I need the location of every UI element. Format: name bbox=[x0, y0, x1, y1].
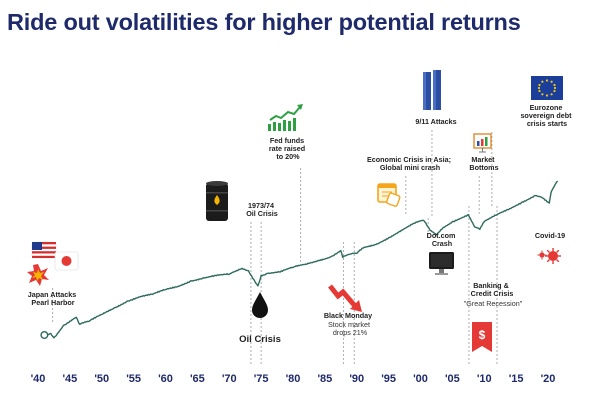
x-tick-label: '55 bbox=[126, 373, 141, 385]
annotation-dotcom-line-2: Crash bbox=[432, 239, 452, 248]
annotation-eurozone: Eurozone sovereign debt crisis starts bbox=[520, 103, 573, 128]
eu-flag-icon bbox=[531, 76, 563, 100]
x-tick-label: '10 bbox=[477, 373, 492, 385]
annotation-pearl-harbor-line-2: Pearl Harbor bbox=[31, 298, 74, 307]
annotation-banking: Banking & Credit Crisis bbox=[471, 281, 514, 298]
annotation-asia-crisis-line-2: Global mini crash bbox=[380, 163, 440, 172]
x-axis-ticks: '40 '45 '50 '55 '60 '65 '70 '75 '80 '85 '90 '95 '00 '… bbox=[31, 373, 556, 385]
annotation-banking-sub: "Great Recession" bbox=[464, 299, 523, 308]
calendar-icon bbox=[377, 183, 401, 207]
annotation-market-bottoms-line-2: Bottoms bbox=[469, 163, 498, 172]
annotation-eurozone-line-3: crisis starts bbox=[527, 119, 567, 128]
x-tick-label: '50 bbox=[94, 373, 109, 385]
annotation-pearl-harbor-line-1: Japan Attacks bbox=[28, 290, 76, 299]
annotation-asia-crisis-line-1: Economic Crisis in Asia; bbox=[367, 155, 451, 164]
annotation-dotcom-line-1: Dot.com bbox=[427, 231, 456, 240]
x-tick-label: '40 bbox=[31, 373, 46, 385]
annotation-oil-crisis-line-2: Oil Crisis bbox=[246, 209, 278, 218]
annotation-black-monday-title: Black Monday bbox=[324, 311, 372, 320]
x-tick-label: '85 bbox=[317, 373, 332, 385]
twin-towers-icon bbox=[423, 70, 441, 110]
annotation-fed-funds-line-1: Fed funds bbox=[270, 136, 304, 145]
usa-flag-icon bbox=[31, 241, 57, 259]
annotation-oil-crisis-line-1: 1973/74 bbox=[248, 201, 274, 210]
annotation-dotcom: Dot.com Crash bbox=[427, 231, 458, 248]
annotation-oil-crisis: 1973/74 Oil Crisis bbox=[246, 201, 278, 218]
x-tick-label: '60 bbox=[158, 373, 173, 385]
annotation-eurozone-line-1: Eurozone bbox=[530, 103, 563, 112]
x-tick-label: '90 bbox=[349, 373, 364, 385]
annotation-black-monday-line-1: Stock market bbox=[328, 320, 370, 329]
explosion-icon bbox=[27, 264, 49, 286]
chart-board-icon bbox=[473, 133, 492, 153]
x-tick-label: '65 bbox=[190, 373, 205, 385]
annotation-asia-crisis: Economic Crisis in Asia; Global mini cra… bbox=[367, 155, 453, 172]
annotation-black-monday-line-2: drops 21% bbox=[333, 328, 368, 337]
x-tick-label: '80 bbox=[286, 373, 301, 385]
x-tick-label: '15 bbox=[509, 373, 524, 385]
annotation-fed-funds-line-3: to 20% bbox=[276, 152, 300, 161]
x-tick-label: '75 bbox=[254, 373, 269, 385]
virus-icon bbox=[545, 248, 561, 264]
dollar-banner-icon: $ bbox=[472, 322, 492, 352]
annotation-nine-eleven: 9/11 Attacks bbox=[415, 117, 456, 126]
annotation-market-bottoms-line-1: Market bbox=[471, 155, 495, 164]
annotation-black-monday: Stock market drops 21% bbox=[328, 320, 372, 337]
x-tick-label: '70 bbox=[222, 373, 237, 385]
annotation-oil-crisis-label: Oil Crisis bbox=[239, 334, 281, 345]
chart-title: Ride out volatilities for higher potenti… bbox=[7, 9, 521, 35]
annotation-covid: Covid-19 bbox=[535, 231, 565, 240]
falling-arrow-icon bbox=[328, 284, 362, 312]
annotation-pearl-harbor: Japan Attacks Pearl Harbor bbox=[28, 290, 78, 307]
x-tick-label: '00 bbox=[413, 373, 428, 385]
x-tick-label: '05 bbox=[445, 373, 460, 385]
oil-drop-icon bbox=[252, 292, 268, 318]
computer-monitor-icon bbox=[429, 252, 454, 275]
virus-small-icon bbox=[537, 250, 547, 260]
annotation-banking-line-1: Banking & bbox=[473, 281, 509, 290]
oil-barrel-icon bbox=[206, 181, 228, 221]
svg-text:$: $ bbox=[479, 328, 486, 342]
annotation-market-bottoms: Market Bottoms bbox=[469, 155, 498, 172]
annotation-eurozone-line-2: sovereign debt bbox=[520, 111, 572, 120]
x-tick-label: '95 bbox=[381, 373, 396, 385]
x-tick-label: '20 bbox=[541, 373, 556, 385]
annotation-fed-funds-line-2: rate raised bbox=[269, 144, 305, 153]
rising-chart-icon bbox=[268, 104, 303, 131]
japan-flag-icon bbox=[54, 251, 79, 271]
series-line bbox=[44, 180, 559, 339]
x-tick-label: '45 bbox=[62, 373, 77, 385]
series-start-marker bbox=[40, 331, 49, 340]
annotation-fed-funds: Fed funds rate raised to 20% bbox=[269, 136, 307, 161]
annotation-banking-line-2: Credit Crisis bbox=[471, 289, 514, 298]
